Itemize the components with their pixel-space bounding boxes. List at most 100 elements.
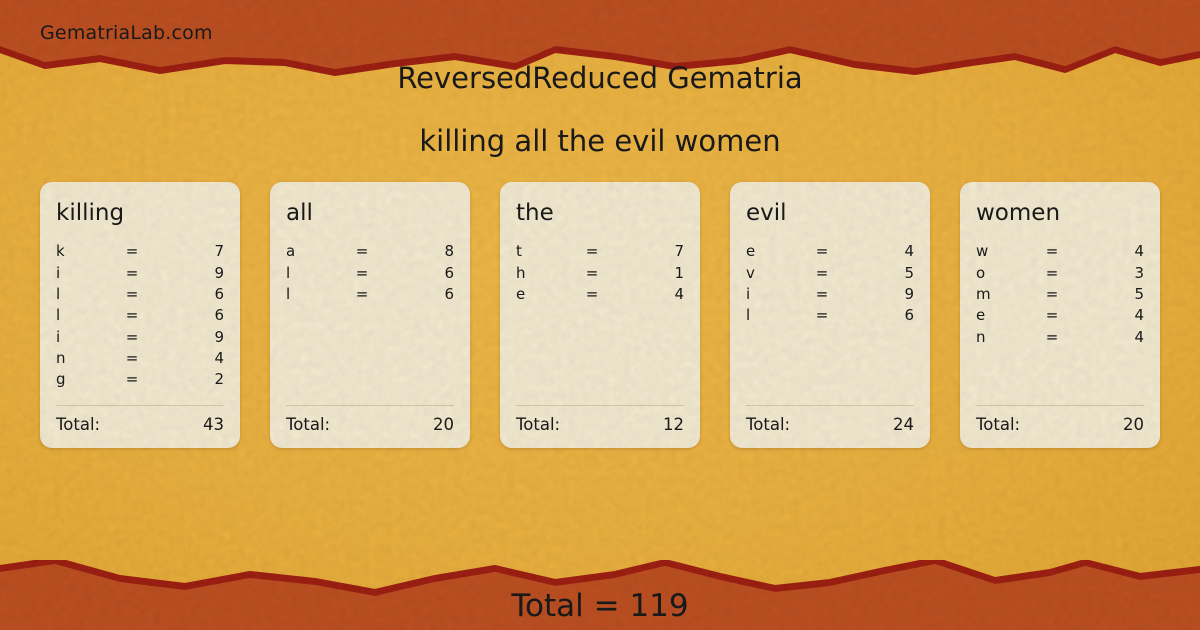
letter-rows: t = 7 h = 1 e = 4 [516,241,684,405]
card-total-label: Total: [286,415,331,434]
letter: i [56,327,61,346]
equals-sign: = [125,242,139,261]
letter-value: 7 [674,242,684,261]
equals-sign: = [1045,285,1059,304]
letter-row: i = 9 [746,284,914,305]
equals-sign: = [585,263,599,282]
letter-row: e = 4 [746,241,914,262]
site-label: GematriaLab.com [40,22,213,44]
equals-sign: = [815,306,829,325]
letter: l [286,285,291,304]
equals-sign: = [125,327,139,346]
letter-row: a = 8 [286,241,454,262]
letter-value: 4 [674,285,684,304]
letter-row: k = 7 [56,241,224,262]
letter-value: 9 [214,327,224,346]
card-total-label: Total: [56,415,101,434]
card-total-value: 20 [1123,415,1144,434]
card-total-row: Total: 20 [286,415,454,434]
equals-sign: = [355,285,369,304]
letter: l [56,306,61,325]
letter-rows: e = 4 v = 5 i = 9 l = 6 [746,241,914,405]
equals-sign: = [1045,242,1059,261]
letter-value: 4 [1134,306,1144,325]
letter: e [976,306,986,325]
letter-row: g = 2 [56,369,224,390]
card-word: the [516,200,554,226]
letter-rows: w = 4 o = 3 m = 5 e = 4 n = 4 [976,241,1144,405]
letter: e [516,285,526,304]
letter: o [976,263,986,282]
letter-value: 4 [1134,242,1144,261]
letter-value: 6 [444,263,454,282]
equals-sign: = [1045,306,1059,325]
grand-total: Total = 119 [511,588,689,624]
equals-sign: = [815,242,829,261]
letter: g [56,370,66,389]
letter-value: 5 [1134,285,1144,304]
equals-sign: = [815,263,829,282]
word-card: all a = 8 l = 6 l = 6 Total: 20 [270,182,470,448]
letter: w [976,242,989,261]
letter-value: 7 [214,242,224,261]
card-total-value: 24 [893,415,914,434]
card-total-label: Total: [976,415,1021,434]
word-card: evil e = 4 v = 5 i = 9 l = 6 Total: 24 [730,182,930,448]
letter: a [286,242,296,261]
letter-row: i = 9 [56,263,224,284]
letter-row: l = 6 [286,263,454,284]
card-total-row: Total: 20 [976,415,1144,434]
letter-row: n = 4 [976,327,1144,348]
card-total-row: Total: 12 [516,415,684,434]
card-total-value: 43 [203,415,224,434]
letter-row: e = 4 [516,284,684,305]
letter-value: 4 [214,348,224,367]
letter-row: i = 9 [56,327,224,348]
letter-value: 4 [904,242,914,261]
letter: h [516,263,526,282]
letter: k [56,242,65,261]
equals-sign: = [355,242,369,261]
letter: l [56,285,61,304]
equals-sign: = [125,370,139,389]
equals-sign: = [125,263,139,282]
phrase-text: killing all the evil women [419,124,781,158]
card-total-label: Total: [746,415,791,434]
letter-row: w = 4 [976,241,1144,262]
equals-sign: = [125,285,139,304]
letter-row: l = 6 [56,305,224,326]
letter: t [516,242,522,261]
page-title: ReversedReduced Gematria [397,61,803,95]
card-divider [286,405,454,406]
letter-value: 9 [214,263,224,282]
card-divider [976,405,1144,406]
letter-row: n = 4 [56,348,224,369]
card-total-value: 20 [433,415,454,434]
equals-sign: = [125,348,139,367]
letter: v [746,263,755,282]
word-card: the t = 7 h = 1 e = 4 Total: 12 [500,182,700,448]
letter-row: e = 4 [976,305,1144,326]
equals-sign: = [125,306,139,325]
letter-value: 9 [904,285,914,304]
letter: m [976,285,991,304]
letter-value: 6 [214,285,224,304]
equals-sign: = [1045,263,1059,282]
letter: l [746,306,751,325]
letter-value: 2 [214,370,224,389]
letter-rows: a = 8 l = 6 l = 6 [286,241,454,405]
card-word: killing [56,200,125,226]
letter: i [746,285,751,304]
letter-row: l = 6 [286,284,454,305]
card-divider [746,405,914,406]
letter-row: h = 1 [516,263,684,284]
equals-sign: = [815,285,829,304]
letter-row: l = 6 [746,305,914,326]
card-total-row: Total: 24 [746,415,914,434]
letter-value: 1 [674,263,684,282]
card-word: evil [746,200,787,226]
letter-row: o = 3 [976,263,1144,284]
letter-value: 5 [904,263,914,282]
card-divider [516,405,684,406]
